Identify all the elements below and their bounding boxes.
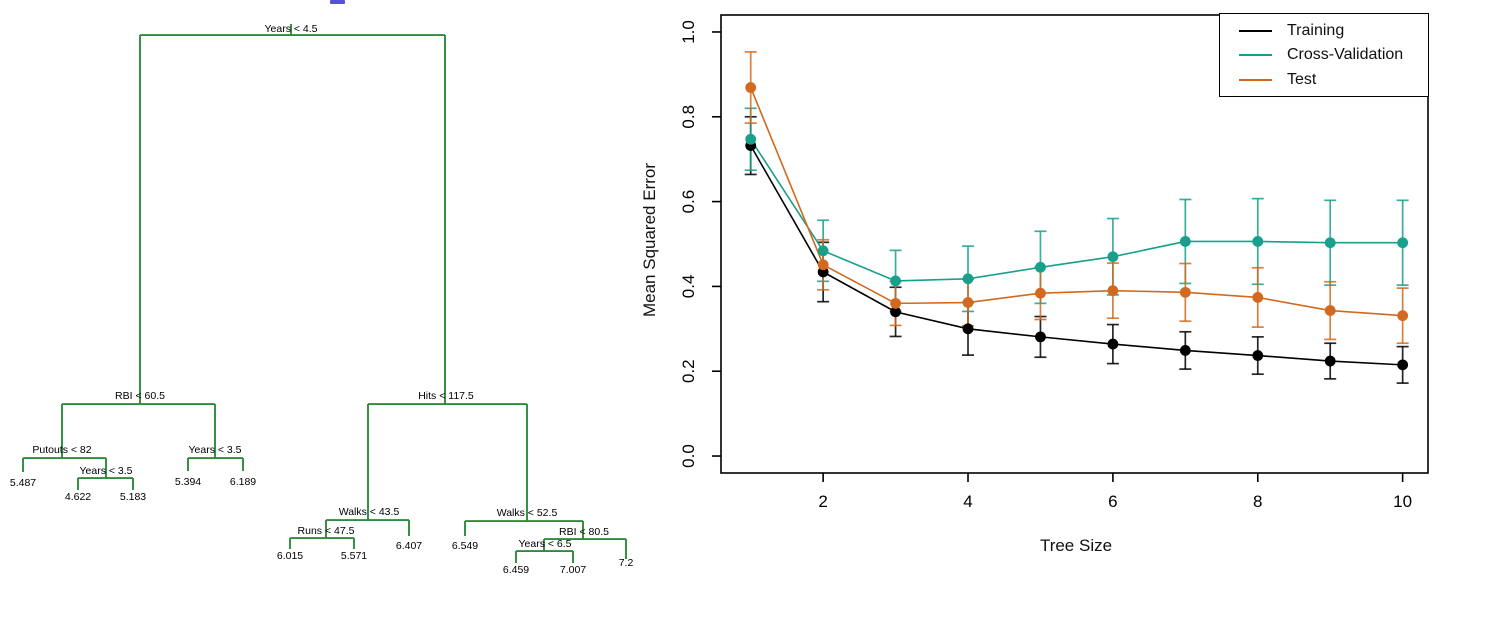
svg-text:4: 4 bbox=[963, 492, 972, 511]
svg-text:6.189: 6.189 bbox=[230, 476, 256, 488]
svg-text:6.549: 6.549 bbox=[452, 540, 478, 552]
svg-text:Years < 3.5: Years < 3.5 bbox=[188, 444, 241, 456]
svg-text:0.2: 0.2 bbox=[679, 359, 698, 383]
svg-text:0.4: 0.4 bbox=[679, 275, 698, 299]
mse-vs-tree-size-chart: 2 4 6 8 10 0.0 0.2 0.4 0.6 0.8 1.0 bbox=[679, 14, 1429, 511]
svg-text:Years < 3.5: Years < 3.5 bbox=[79, 465, 132, 477]
svg-text:Putouts < 82: Putouts < 82 bbox=[32, 444, 91, 456]
svg-text:Runs < 47.5: Runs < 47.5 bbox=[298, 525, 355, 537]
svg-text:0.6: 0.6 bbox=[679, 190, 698, 214]
svg-text:RBI < 80.5: RBI < 80.5 bbox=[559, 526, 609, 538]
svg-text:5.394: 5.394 bbox=[175, 476, 201, 488]
svg-text:6.407: 6.407 bbox=[396, 540, 422, 552]
svg-text:0.0: 0.0 bbox=[679, 444, 698, 468]
svg-text:Walks < 43.5: Walks < 43.5 bbox=[339, 506, 400, 518]
svg-text:4.622: 4.622 bbox=[65, 491, 91, 503]
svg-text:10: 10 bbox=[1393, 492, 1412, 511]
legend-item-cross-validation: Cross-Validation bbox=[1239, 47, 1428, 63]
svg-text:5.571: 5.571 bbox=[341, 550, 367, 562]
svg-text:2: 2 bbox=[818, 492, 827, 511]
svg-text:6: 6 bbox=[1108, 492, 1117, 511]
svg-text:Hits < 117.5: Hits < 117.5 bbox=[418, 390, 474, 402]
svg-text:5.487: 5.487 bbox=[10, 477, 36, 489]
svg-text:5.183: 5.183 bbox=[120, 491, 146, 503]
training-line-swatch bbox=[1239, 29, 1272, 32]
legend-label-cross-validation: Cross-Validation bbox=[1287, 46, 1404, 63]
cross-validation-line-swatch bbox=[1239, 54, 1272, 56]
svg-text:0.8: 0.8 bbox=[679, 105, 698, 129]
svg-text:Years < 4.5: Years < 4.5 bbox=[264, 23, 317, 35]
svg-text:Years < 6.5: Years < 6.5 bbox=[518, 538, 571, 550]
regression-tree-figure: Years < 4.5 RBI < 60.5 Hits < 117.5 Putouts… bbox=[10, 23, 634, 576]
svg-text:8: 8 bbox=[1253, 492, 1262, 511]
x-axis-title: Tree Size bbox=[1039, 536, 1113, 555]
svg-text:6.015: 6.015 bbox=[277, 550, 303, 562]
svg-text:Walks < 52.5: Walks < 52.5 bbox=[497, 507, 558, 519]
svg-text:7.2: 7.2 bbox=[619, 557, 634, 569]
svg-text:1.0: 1.0 bbox=[679, 20, 698, 44]
y-axis-title: Mean Squared Error bbox=[640, 162, 659, 318]
svg-text:7.007: 7.007 bbox=[560, 564, 586, 576]
legend-item-test: Test bbox=[1239, 70, 1428, 88]
chart-legend: Training Cross-Validation Test bbox=[1219, 13, 1429, 97]
svg-text:RBI < 60.5: RBI < 60.5 bbox=[115, 390, 165, 402]
test-line-swatch bbox=[1239, 78, 1272, 81]
legend-label-test: Test bbox=[1287, 70, 1317, 88]
legend-label-training: Training bbox=[1287, 21, 1345, 39]
svg-text:6.459: 6.459 bbox=[503, 564, 529, 576]
legend-item-training: Training bbox=[1239, 21, 1428, 39]
artifact-mark bbox=[330, 0, 345, 4]
